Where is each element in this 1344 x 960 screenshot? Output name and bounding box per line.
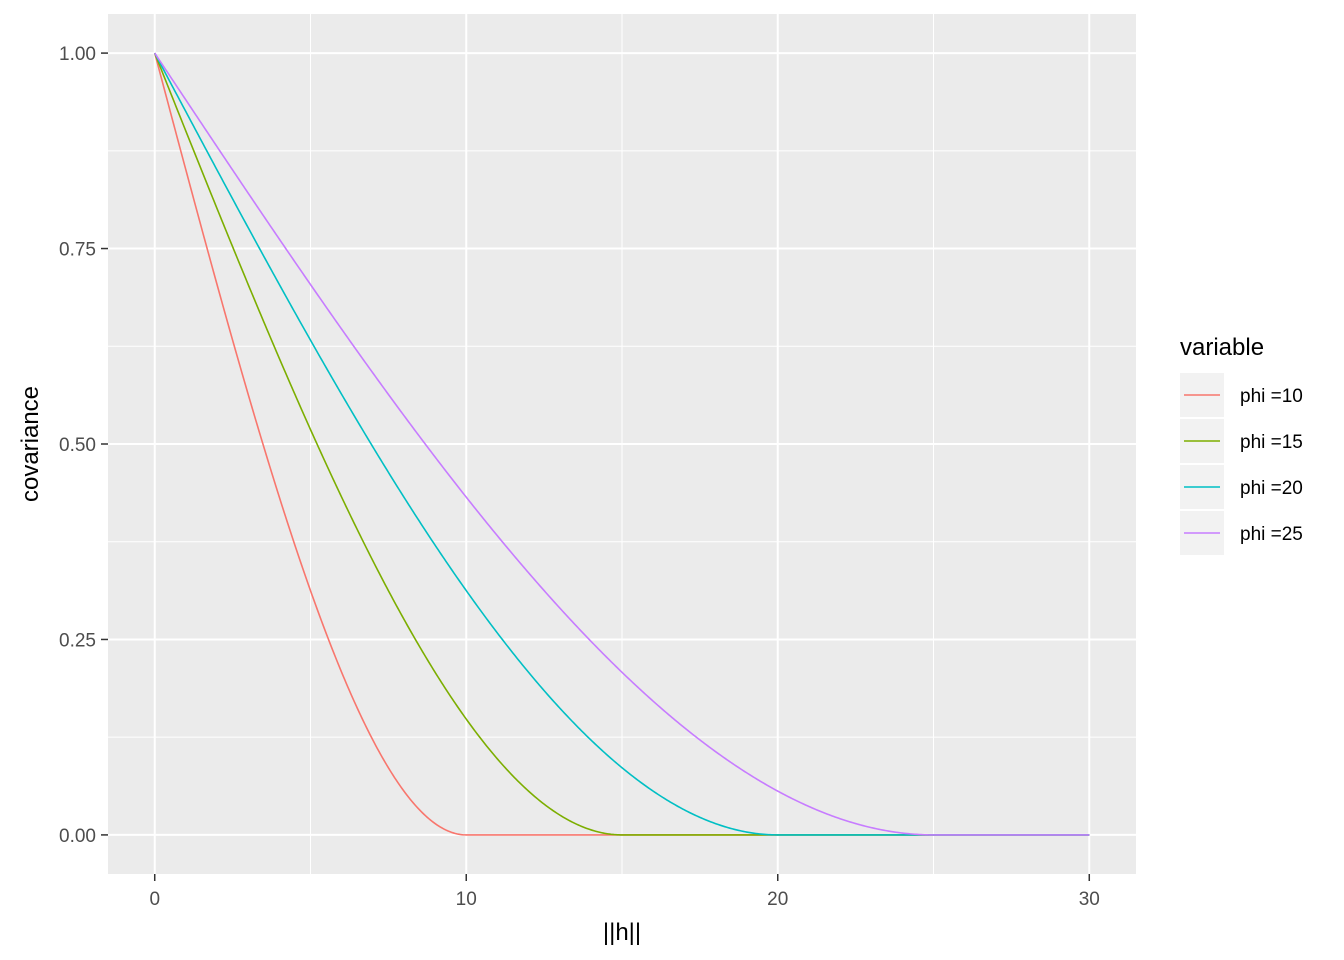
legend-items: phi =10 phi =15 phi =20 phi =25 <box>1180 373 1303 555</box>
y-tick-label: 0.75 <box>59 240 96 261</box>
y-tick-label: 0.25 <box>59 630 96 651</box>
axis-ticks <box>101 52 1091 881</box>
x-tick-labels: 0 10 20 30 <box>149 889 1099 910</box>
y-tick-label: 0.50 <box>59 435 96 456</box>
x-axis-title: ||h|| <box>603 919 641 946</box>
x-tick-label: 10 <box>456 889 477 910</box>
legend-title: variable <box>1180 334 1264 361</box>
series-line-phi-25 <box>154 52 1090 836</box>
x-tick-label: 0 <box>149 889 160 910</box>
legend-label: phi =15 <box>1240 432 1303 453</box>
legend-label: phi =20 <box>1240 478 1303 499</box>
series-lines <box>153 52 1090 836</box>
legend-label: phi =25 <box>1240 524 1303 545</box>
legend-item: phi =20 <box>1180 465 1303 509</box>
legend: variable phi =10 phi =15 phi =20 phi =25 <box>1180 334 1303 555</box>
y-tick-labels: 0.00 0.25 0.50 0.75 1.00 <box>59 44 96 847</box>
x-tick-label: 20 <box>767 889 788 910</box>
legend-item: phi =10 <box>1180 373 1303 417</box>
x-tick-label: 30 <box>1079 889 1100 910</box>
y-tick-label: 1.00 <box>59 44 96 65</box>
legend-item: phi =15 <box>1180 419 1303 463</box>
y-tick-label: 0.00 <box>59 826 96 847</box>
legend-label: phi =10 <box>1240 386 1303 407</box>
major-gridlines <box>108 14 1136 874</box>
legend-item: phi =25 <box>1180 511 1303 555</box>
y-axis-title: covariance <box>17 386 44 502</box>
